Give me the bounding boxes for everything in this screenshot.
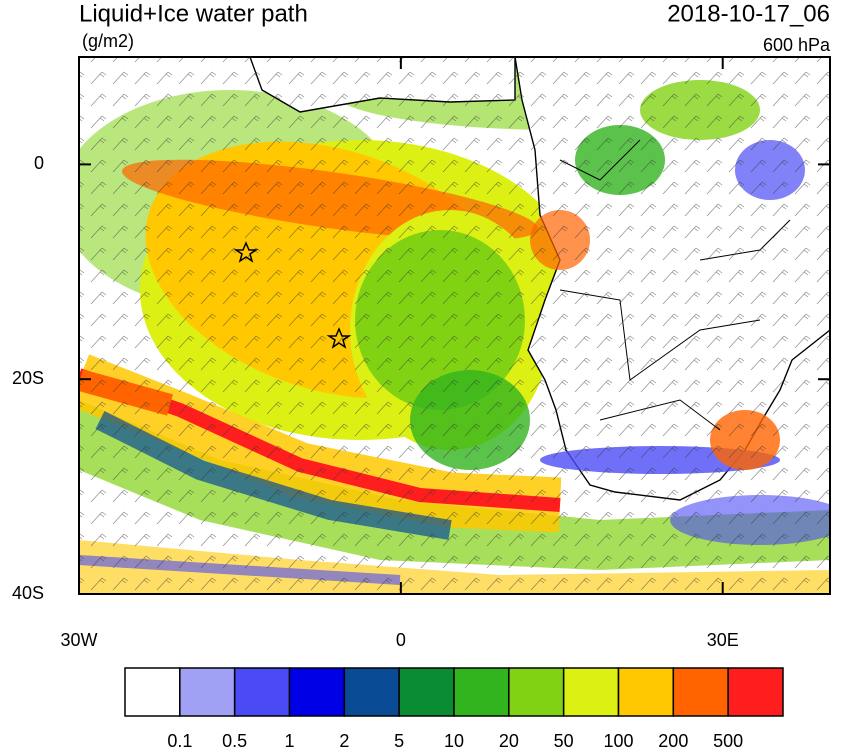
colorbar-box <box>508 667 565 717</box>
lat-label: 40S <box>12 583 44 603</box>
colorbar-box <box>727 667 784 717</box>
colorbar-label: 5 <box>394 731 404 750</box>
colorbar-box <box>233 667 291 717</box>
colorbar-label: 0.5 <box>222 731 247 750</box>
colorbar-box <box>453 667 510 717</box>
colorbar-box <box>179 667 236 717</box>
lon-label: 30E <box>707 630 739 650</box>
lat-label: 20S <box>12 368 44 388</box>
lon-label: 0 <box>396 630 406 650</box>
valid-time: 2018-10-17_06 <box>667 0 830 27</box>
colorbar-label: 0.1 <box>167 731 192 750</box>
lon-label: 30W <box>60 630 97 650</box>
units: (g/m2) <box>82 31 134 51</box>
map-frame <box>78 56 831 595</box>
colorbar-box <box>672 667 729 717</box>
field <box>79 57 830 594</box>
colorbar-label: 100 <box>603 731 633 750</box>
colorbar-box <box>398 667 455 717</box>
colorbar-box <box>288 667 346 717</box>
colorbar-box <box>124 667 181 717</box>
colorbar-label: 200 <box>658 731 688 750</box>
level: 600 hPa <box>763 35 831 55</box>
colorbar-label: 500 <box>713 731 743 750</box>
colorbar-box <box>562 667 620 717</box>
colorbar-label: 1 <box>284 731 294 750</box>
colorbar-label: 20 <box>499 731 519 750</box>
title: Liquid+Ice water path <box>79 0 308 27</box>
colorbar-label: 10 <box>444 731 464 750</box>
lat-label: 0 <box>34 153 44 173</box>
colorbar-box <box>617 667 675 717</box>
colorbar-label: 50 <box>554 731 574 750</box>
colorbar-box <box>343 667 400 717</box>
colorbar-label: 2 <box>339 731 349 750</box>
